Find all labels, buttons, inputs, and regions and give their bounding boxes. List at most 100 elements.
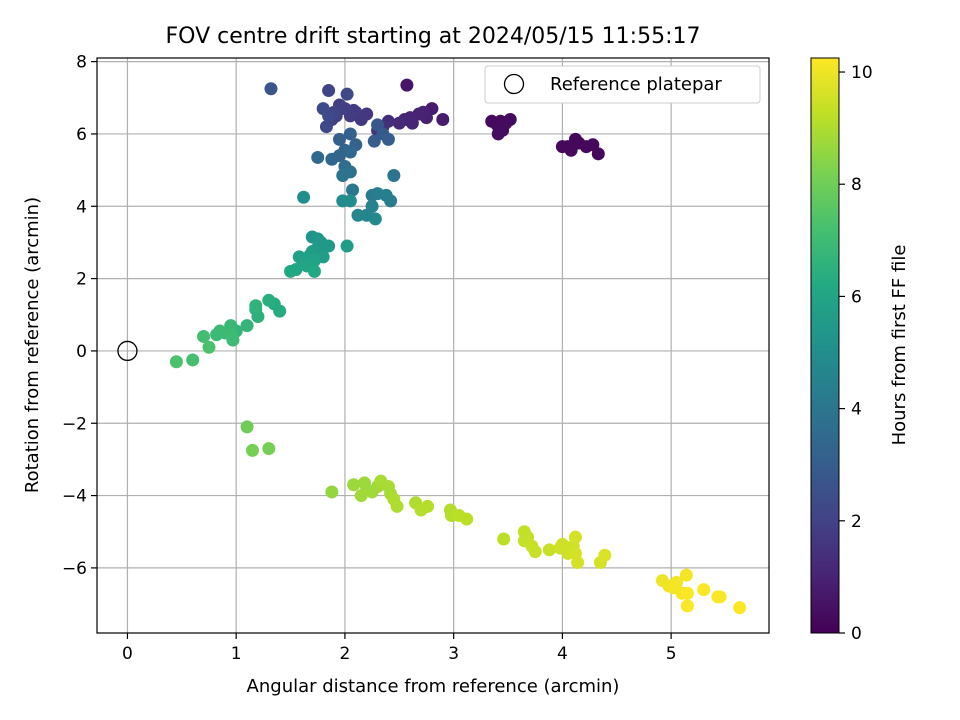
scatter-point <box>249 299 263 313</box>
y-tick-label: 6 <box>76 125 87 145</box>
scatter-point <box>598 548 612 562</box>
colorbar: 0 2 4 6 8 10 Hours from first FF file <box>810 57 910 644</box>
scatter-point <box>284 264 298 278</box>
colorbar-tick-label: 0 <box>851 624 862 644</box>
x-axis-label: Angular distance from reference (arcmin) <box>247 676 620 697</box>
y-tick-label: −4 <box>62 487 87 507</box>
scatter-point <box>210 328 224 342</box>
legend-box <box>484 65 761 104</box>
y-tick-label: 2 <box>76 270 87 290</box>
scatter-point <box>528 545 542 559</box>
scatter-point <box>384 194 398 208</box>
scatter-point <box>697 583 711 597</box>
scatter-point <box>392 116 406 130</box>
x-tick-label: 0 <box>122 644 133 664</box>
y-tick-label: 4 <box>76 197 87 217</box>
plot-frame <box>96 57 770 634</box>
scatter-point <box>367 134 381 148</box>
scatter-point <box>319 120 333 134</box>
scatter-point <box>387 169 401 183</box>
scatter-point <box>368 212 382 226</box>
scatter-point <box>169 355 183 369</box>
scatter-point <box>322 239 336 253</box>
scatter-point <box>713 590 727 604</box>
scatter-point <box>571 555 585 569</box>
scatter-point <box>491 127 505 141</box>
x-tick-label: 1 <box>231 644 242 664</box>
x-tick-label: 5 <box>666 644 677 664</box>
scatter-point <box>332 132 346 146</box>
scatter-point <box>202 340 216 354</box>
y-tick-label: 8 <box>76 53 87 73</box>
chart-title: FOV centre drift starting at 2024/05/15 … <box>166 24 701 49</box>
x-axis-ticks: 0 1 2 3 4 5 <box>122 633 677 664</box>
scatter-point <box>325 485 339 499</box>
scatter-point <box>497 532 511 546</box>
scatter-point <box>591 147 605 161</box>
scatter-point <box>436 112 450 126</box>
legend-label: Reference platepar <box>550 74 722 95</box>
scatter-point <box>400 78 414 92</box>
scatter-point <box>245 443 259 457</box>
scatter-point <box>240 420 254 434</box>
scatter-point <box>460 512 474 526</box>
scatter-point <box>354 489 368 503</box>
scatter-point <box>186 353 200 367</box>
x-tick-label: 2 <box>340 644 351 664</box>
scatter-point <box>240 319 254 333</box>
y-tick-label: −2 <box>62 414 87 434</box>
scatter-point <box>343 145 357 159</box>
scatter-point <box>264 82 278 96</box>
scatter-point <box>336 169 350 183</box>
scatter-point <box>421 499 435 513</box>
colorbar-tick-label: 8 <box>851 175 862 195</box>
scatter-point <box>733 601 747 615</box>
scatter-point <box>680 586 694 600</box>
scatter-point <box>503 112 517 126</box>
scatter-points <box>169 78 747 615</box>
colorbar-ticks: 0 2 4 6 8 10 <box>839 63 873 644</box>
scatter-point <box>307 264 321 278</box>
legend-marker <box>503 73 525 95</box>
scatter-point <box>670 575 684 589</box>
scatter-point <box>679 568 693 582</box>
scatter-point <box>343 127 357 141</box>
grid-lines <box>97 58 769 633</box>
scatter-point <box>340 87 354 101</box>
x-tick-label: 3 <box>448 644 459 664</box>
reference-marker <box>117 340 138 362</box>
scatter-point <box>390 499 404 513</box>
x-tick-label: 4 <box>557 644 568 664</box>
scatter-point <box>251 310 265 324</box>
scatter-point <box>197 329 211 343</box>
scatter-point <box>262 442 276 456</box>
scatter-point <box>297 190 311 204</box>
reference-platepar-marker <box>117 340 138 362</box>
y-axis-label: Rotation from reference (arcmin) <box>22 197 43 493</box>
scatter-point <box>343 194 357 208</box>
colorbar-tick-label: 4 <box>851 400 862 420</box>
scatter-point <box>351 208 365 222</box>
scatter-point <box>346 183 360 197</box>
scatter-point <box>325 152 339 166</box>
y-tick-label: −6 <box>62 559 87 579</box>
scatter-point <box>226 333 240 347</box>
scatter-point <box>322 109 336 123</box>
scatter-point <box>381 132 395 146</box>
scatter-point <box>311 150 325 164</box>
scatter-point <box>322 84 336 98</box>
scatter-point <box>568 530 582 544</box>
colorbar-label: Hours from first FF file <box>889 245 910 446</box>
scatter-point <box>680 599 694 613</box>
colorbar-gradient <box>810 57 840 634</box>
colorbar-tick-label: 6 <box>851 287 862 307</box>
y-axis-ticks: −6 −4 −2 0 2 4 6 8 <box>62 53 97 579</box>
scatter-point <box>347 478 361 492</box>
scatter-point <box>340 239 354 253</box>
colorbar-tick-label: 10 <box>851 63 873 83</box>
scatter-point <box>262 293 276 307</box>
y-tick-label: 0 <box>76 342 87 362</box>
colorbar-tick-label: 2 <box>851 512 862 532</box>
legend: Reference platepar <box>484 65 761 104</box>
